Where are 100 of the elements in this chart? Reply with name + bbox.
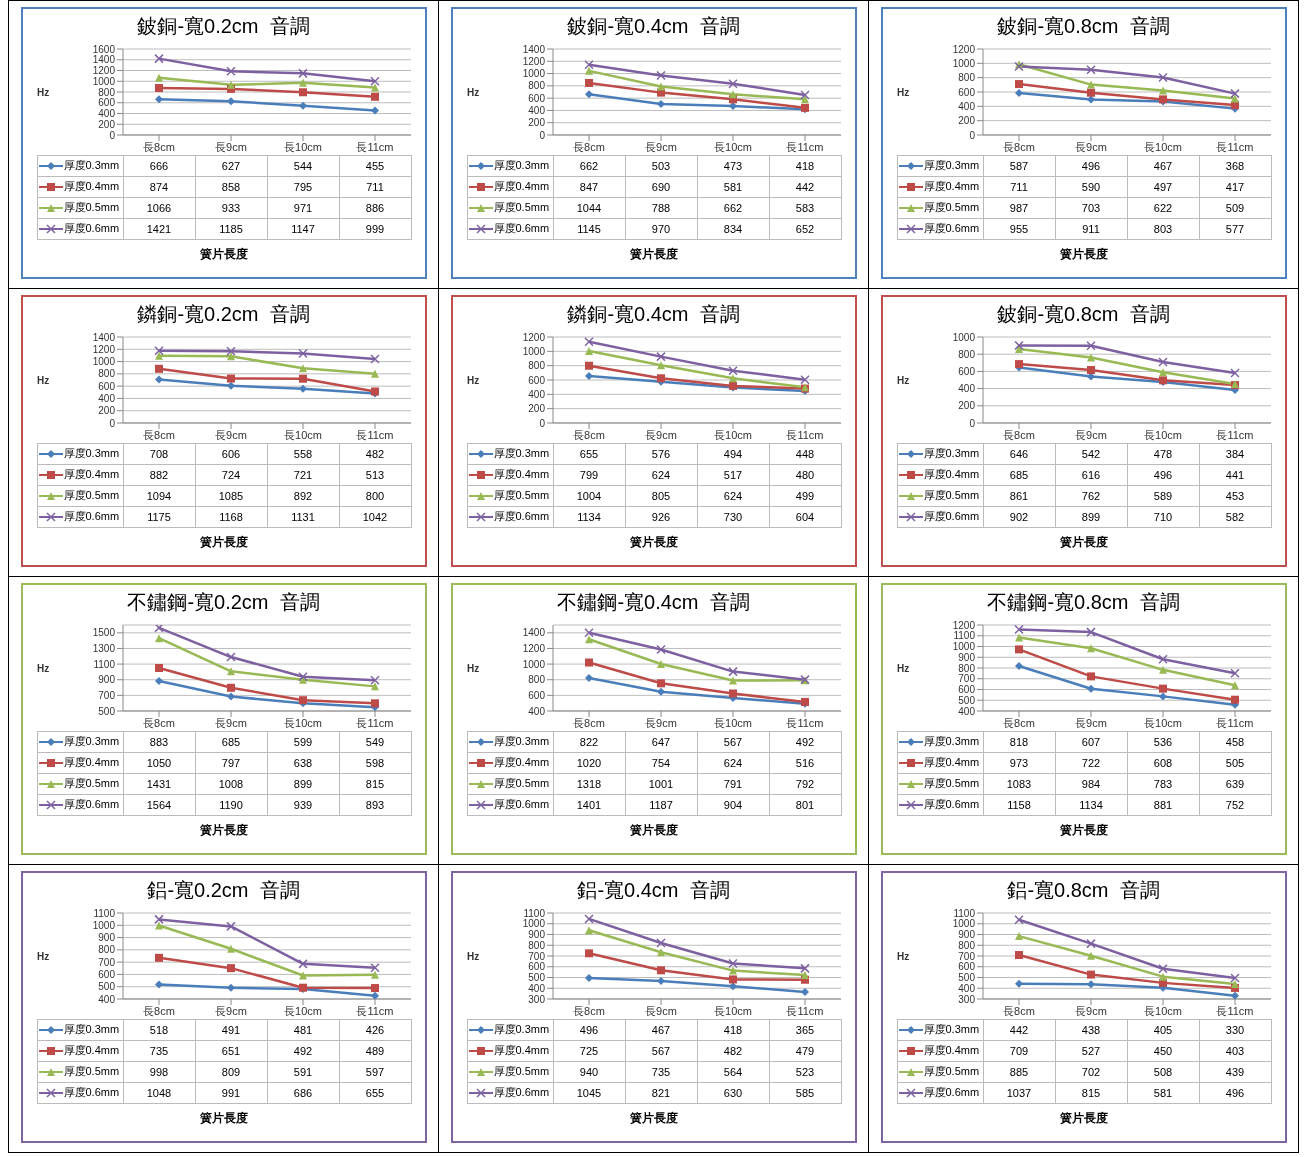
legend-label: 厚度0.3mm bbox=[923, 1022, 980, 1038]
point bbox=[1014, 88, 1023, 97]
data-label: 818 bbox=[983, 731, 1055, 753]
point bbox=[1086, 951, 1095, 960]
data-label: 752 bbox=[1199, 794, 1271, 816]
data-label: 685 bbox=[983, 464, 1055, 486]
data-label: 496 bbox=[553, 1019, 625, 1041]
data-label: 709 bbox=[983, 1040, 1055, 1062]
point bbox=[656, 361, 665, 370]
y-tick-label: 600 bbox=[957, 684, 975, 696]
point bbox=[1230, 681, 1239, 690]
legend-label: 厚度0.6mm bbox=[493, 509, 550, 525]
data-label: 708 bbox=[123, 443, 195, 465]
data-label: 330 bbox=[1199, 1019, 1271, 1041]
data-label: 1001 bbox=[625, 773, 697, 795]
legend-label: 厚度0.4mm bbox=[63, 467, 120, 483]
point bbox=[370, 369, 379, 378]
legend-label: 厚度0.3mm bbox=[493, 734, 550, 750]
data-label: 418 bbox=[697, 1019, 769, 1041]
data-label: 686 bbox=[267, 1082, 339, 1104]
data-label: 497 bbox=[1127, 176, 1199, 198]
chart-title: 不鏽鋼-寬0.4cm 音調 bbox=[556, 590, 751, 615]
data-label: 1190 bbox=[195, 794, 267, 816]
data-label: 496 bbox=[1127, 464, 1199, 486]
legend-label: 厚度0.5mm bbox=[923, 200, 980, 216]
y-axis-title: Hz bbox=[896, 86, 909, 98]
point bbox=[728, 975, 737, 984]
point bbox=[1158, 665, 1167, 674]
data-label: 899 bbox=[1055, 506, 1127, 528]
x-tick-label: 長8cm bbox=[142, 1004, 175, 1017]
point bbox=[154, 351, 163, 360]
point bbox=[298, 88, 307, 97]
legend-label: 厚度0.5mm bbox=[493, 200, 550, 216]
data-label: 481 bbox=[267, 1019, 339, 1041]
point bbox=[370, 106, 379, 115]
y-tick-label: 400 bbox=[97, 392, 115, 404]
data-label: 911 bbox=[1055, 218, 1127, 240]
data-label: 513 bbox=[339, 464, 411, 486]
y-tick-label: 1500 bbox=[92, 627, 115, 639]
data-label: 881 bbox=[1127, 794, 1199, 816]
point bbox=[656, 966, 665, 975]
y-tick-label: 1100 bbox=[952, 630, 975, 642]
legend-label: 厚度0.6mm bbox=[923, 797, 980, 813]
point bbox=[154, 95, 163, 104]
data-label: 482 bbox=[339, 443, 411, 465]
data-label: 973 bbox=[983, 752, 1055, 774]
y-tick-label: 1000 bbox=[952, 57, 975, 69]
y-tick-label: 600 bbox=[97, 97, 115, 109]
y-tick-label: 1000 bbox=[952, 641, 975, 653]
y-tick-label: 600 bbox=[527, 374, 545, 386]
data-label: 998 bbox=[123, 1061, 195, 1083]
x-tick-label: 長9cm bbox=[1074, 140, 1107, 153]
data-label: 834 bbox=[697, 218, 769, 240]
x-tick-label: 長11cm bbox=[355, 716, 394, 729]
point bbox=[656, 687, 665, 696]
x-tick-label: 長10cm bbox=[1143, 716, 1182, 729]
data-label: 639 bbox=[1199, 773, 1271, 795]
data-label: 933 bbox=[195, 197, 267, 219]
data-label: 482 bbox=[697, 1040, 769, 1062]
chart-title: 鈹銅-寬0.2cm 音調 bbox=[136, 14, 311, 39]
data-label: 479 bbox=[769, 1040, 841, 1062]
data-label: 597 bbox=[339, 1061, 411, 1083]
data-label: 365 bbox=[769, 1019, 841, 1041]
point bbox=[1086, 353, 1095, 362]
x-tick-label: 長9cm bbox=[644, 140, 677, 153]
data-label: 442 bbox=[769, 176, 841, 198]
data-label: 587 bbox=[983, 155, 1055, 177]
y-tick-label: 800 bbox=[527, 80, 545, 92]
point bbox=[1086, 672, 1095, 681]
point bbox=[656, 679, 665, 688]
y-axis-title: Hz bbox=[896, 662, 909, 674]
point bbox=[370, 682, 379, 691]
data-label: 1564 bbox=[123, 794, 195, 816]
legend-label: 厚度0.4mm bbox=[923, 179, 980, 195]
legend-label: 厚度0.4mm bbox=[493, 755, 550, 771]
x-tick-label: 長10cm bbox=[283, 140, 322, 153]
data-label: 646 bbox=[983, 443, 1055, 465]
x-axis-title: 簧片長度 bbox=[198, 1110, 249, 1127]
data-label: 585 bbox=[769, 1082, 841, 1104]
point bbox=[584, 635, 593, 644]
x-tick-label: 長11cm bbox=[355, 428, 394, 441]
data-label: 438 bbox=[1055, 1019, 1127, 1041]
data-label: 847 bbox=[553, 176, 625, 198]
chart-title: 鋁-寬0.8cm 音調 bbox=[1006, 878, 1161, 903]
x-tick-label: 長8cm bbox=[1002, 428, 1035, 441]
y-tick-label: 200 bbox=[957, 115, 975, 127]
point bbox=[1014, 633, 1023, 642]
data-label: 795 bbox=[267, 176, 339, 198]
point bbox=[226, 983, 235, 992]
data-label: 467 bbox=[1127, 155, 1199, 177]
data-label: 581 bbox=[1127, 1082, 1199, 1104]
y-tick-label: 700 bbox=[957, 673, 975, 685]
y-tick-label: 200 bbox=[527, 117, 545, 129]
point bbox=[154, 84, 163, 93]
data-label: 711 bbox=[983, 176, 1055, 198]
data-label: 517 bbox=[697, 464, 769, 486]
y-tick-label: 800 bbox=[957, 72, 975, 84]
y-tick-label: 800 bbox=[97, 368, 115, 380]
data-label: 801 bbox=[769, 794, 841, 816]
data-label: 926 bbox=[625, 506, 697, 528]
